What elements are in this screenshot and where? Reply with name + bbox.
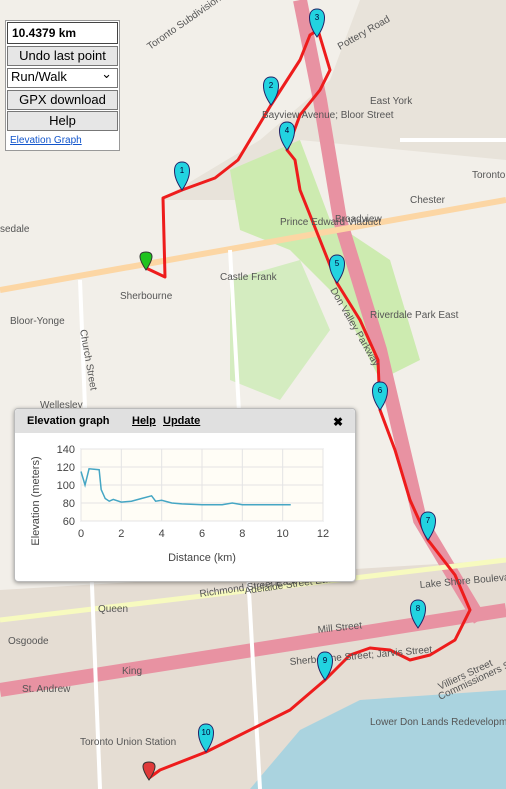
route-marker[interactable]: 2 <box>263 76 279 106</box>
map-label: Wellesley <box>40 400 83 411</box>
control-panel: 10.4379 km Undo last point Run/Walk GPX … <box>5 20 120 151</box>
route <box>145 28 472 780</box>
route-marker[interactable]: 8 <box>410 599 426 629</box>
marker-label: 5 <box>335 259 340 268</box>
x-tick-label: 6 <box>199 528 205 540</box>
y-tick-label: 140 <box>57 444 75 456</box>
route-marker[interactable]: 3 <box>309 8 325 38</box>
distance: 10.4379 km <box>7 22 118 44</box>
route-marker[interactable]: 7 <box>420 511 436 541</box>
x-tick-label: 10 <box>277 528 289 540</box>
x-tick-label: 4 <box>159 528 165 540</box>
route-marker[interactable]: 4 <box>279 121 295 151</box>
marker-label: 1 <box>180 166 185 175</box>
start-marker[interactable] <box>139 251 153 271</box>
marker-label: 10 <box>202 728 211 737</box>
y-axis-label: Elevation (meters) <box>30 456 42 545</box>
x-tick-label: 0 <box>78 528 84 540</box>
y-tick-label: 120 <box>57 462 75 474</box>
marker-label: 4 <box>285 126 290 135</box>
elevation-chart: Elevation (meters) Distance (km) 6080100… <box>30 444 329 564</box>
map-label: Queen <box>98 604 128 615</box>
x-tick-label: 2 <box>118 528 124 540</box>
help-link[interactable]: Help <box>132 415 156 427</box>
road <box>0 197 506 293</box>
map-label: Lower Don Lands Redevelopment <box>370 717 506 728</box>
map-label: East York <box>370 96 413 107</box>
route-marker[interactable]: 1 <box>174 161 190 191</box>
gpx-button[interactable]: GPX download <box>7 90 118 110</box>
map-label: St. Andrew <box>22 684 71 695</box>
marker-pin <box>198 723 214 753</box>
marker-label: 7 <box>426 516 431 525</box>
elevation-panel: Elevation graph Help Update ✖ Elevation … <box>14 408 356 582</box>
water <box>250 690 506 789</box>
marker-pin <box>279 121 295 151</box>
map-label: Riverdale Park East <box>370 310 459 321</box>
mode-select[interactable]: Run/Walk <box>7 66 118 88</box>
map-label: Toronto Union Station <box>80 737 176 748</box>
marker-pin <box>420 511 436 541</box>
elevation-link[interactable]: Elevation Graph <box>10 135 82 146</box>
marker-pin <box>329 254 345 284</box>
route-marker[interactable]: 5 <box>329 254 345 284</box>
panel-title: Elevation graph <box>27 415 110 427</box>
map-label: Sherbourne <box>120 291 173 302</box>
x-tick-label: 8 <box>239 528 245 540</box>
route-marker[interactable]: 6 <box>372 381 388 411</box>
marker-label: 9 <box>323 656 328 665</box>
elevation-line <box>80 467 291 506</box>
marker-label: 3 <box>315 13 320 22</box>
marker-label: 6 <box>378 386 383 395</box>
help-button[interactable]: Help <box>7 111 118 131</box>
marker-label: 2 <box>269 81 274 90</box>
x-tick-label: 12 <box>317 528 329 540</box>
map-label: Castle Frank <box>220 272 278 283</box>
undo-button[interactable]: Undo last point <box>7 46 118 66</box>
route-marker[interactable]: 10 <box>198 723 214 753</box>
map-label: Chester <box>410 195 446 206</box>
map-label: Osgoode <box>8 636 49 647</box>
panel-header: Elevation graph Help Update ✖ <box>15 409 355 433</box>
marker-pin <box>372 381 388 411</box>
map-label: Bayview Avenue; Bloor Street <box>262 110 394 121</box>
marker-pin <box>309 8 325 38</box>
update-link[interactable]: Update <box>163 415 201 427</box>
marker-pin <box>174 161 190 191</box>
map-label: King <box>122 666 142 677</box>
y-tick-label: 100 <box>57 480 75 492</box>
marker-pin <box>263 76 279 106</box>
area <box>160 0 506 200</box>
map-label: Bloor-Yonge <box>10 316 65 327</box>
map-label: Mill Street <box>317 620 363 636</box>
marker-label: 8 <box>416 604 421 613</box>
route-marker[interactable]: 9 <box>317 651 333 681</box>
road <box>0 557 506 623</box>
map-label: sedale <box>0 224 30 235</box>
map-label: Prince Edward Viaduct <box>280 217 381 228</box>
y-tick-label: 80 <box>63 498 75 510</box>
marker-pin <box>410 599 426 629</box>
end-marker[interactable] <box>142 761 156 781</box>
marker-pin <box>317 651 333 681</box>
park <box>230 260 330 400</box>
y-tick-label: 60 <box>63 516 75 528</box>
map-label: Toronto <box>472 170 506 181</box>
close-button[interactable]: ✖ <box>333 415 344 429</box>
x-axis-label: Distance (km) <box>168 552 236 564</box>
map-label: Broadview <box>335 214 382 225</box>
